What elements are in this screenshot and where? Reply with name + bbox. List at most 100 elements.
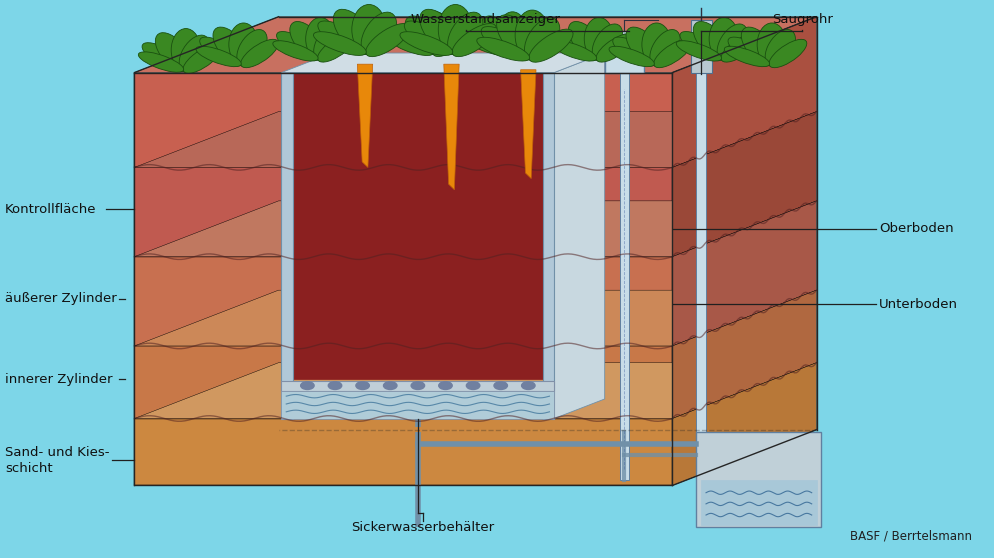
Text: Sand- und Kies-
schicht: Sand- und Kies- schicht	[5, 446, 109, 475]
Polygon shape	[701, 480, 816, 525]
Ellipse shape	[742, 27, 776, 66]
Polygon shape	[134, 167, 672, 257]
Ellipse shape	[525, 18, 560, 61]
Ellipse shape	[213, 27, 248, 66]
Ellipse shape	[584, 17, 613, 60]
Ellipse shape	[318, 21, 369, 55]
Polygon shape	[281, 53, 604, 73]
Polygon shape	[555, 53, 604, 418]
Polygon shape	[543, 73, 555, 418]
Polygon shape	[357, 64, 373, 167]
Text: innerer Zylinder: innerer Zylinder	[5, 373, 112, 386]
Polygon shape	[672, 290, 816, 418]
Ellipse shape	[612, 37, 656, 66]
Polygon shape	[605, 31, 643, 73]
Circle shape	[412, 382, 424, 389]
Ellipse shape	[388, 35, 433, 55]
Ellipse shape	[552, 41, 596, 61]
Polygon shape	[134, 201, 816, 257]
Text: BASF / Berrtelsmann: BASF / Berrtelsmann	[850, 529, 972, 542]
Polygon shape	[293, 73, 543, 379]
Text: Kontrollfläche: Kontrollfläche	[5, 203, 96, 216]
Ellipse shape	[609, 46, 654, 66]
Ellipse shape	[481, 27, 532, 60]
Ellipse shape	[142, 42, 186, 71]
Polygon shape	[281, 381, 555, 391]
Polygon shape	[619, 73, 629, 480]
Ellipse shape	[229, 23, 258, 66]
Ellipse shape	[477, 37, 530, 61]
Ellipse shape	[276, 31, 320, 60]
Polygon shape	[134, 418, 672, 485]
Ellipse shape	[465, 35, 510, 55]
Ellipse shape	[429, 18, 459, 55]
Ellipse shape	[596, 33, 634, 62]
Ellipse shape	[419, 9, 461, 54]
Ellipse shape	[654, 39, 692, 68]
Ellipse shape	[237, 30, 267, 66]
Ellipse shape	[676, 41, 722, 61]
Polygon shape	[672, 112, 816, 257]
Ellipse shape	[179, 35, 210, 72]
Ellipse shape	[569, 22, 603, 60]
Circle shape	[384, 382, 397, 389]
Polygon shape	[134, 363, 816, 418]
Ellipse shape	[642, 23, 671, 66]
Ellipse shape	[592, 24, 622, 61]
Text: Unterboden: Unterboden	[879, 297, 958, 311]
Circle shape	[522, 382, 535, 389]
Ellipse shape	[769, 39, 807, 68]
Ellipse shape	[333, 9, 375, 54]
Text: Sickerwasserbehälter: Sickerwasserbehälter	[351, 521, 494, 534]
Ellipse shape	[482, 16, 517, 55]
Polygon shape	[691, 20, 712, 73]
Ellipse shape	[728, 37, 771, 66]
Ellipse shape	[555, 31, 598, 60]
Polygon shape	[672, 363, 816, 485]
Ellipse shape	[171, 28, 201, 71]
Ellipse shape	[200, 37, 244, 66]
Ellipse shape	[314, 24, 344, 61]
Ellipse shape	[241, 39, 278, 68]
Text: Oberboden: Oberboden	[879, 222, 953, 235]
Polygon shape	[134, 17, 816, 73]
Ellipse shape	[506, 18, 536, 55]
Ellipse shape	[290, 22, 325, 60]
Ellipse shape	[497, 15, 538, 60]
Circle shape	[494, 382, 507, 389]
Ellipse shape	[626, 27, 661, 66]
Text: Wasserstandsanzeiger: Wasserstandsanzeiger	[411, 13, 560, 26]
Ellipse shape	[432, 28, 470, 56]
Polygon shape	[697, 73, 706, 502]
Polygon shape	[281, 391, 555, 418]
Ellipse shape	[717, 24, 747, 61]
Ellipse shape	[709, 17, 739, 60]
Ellipse shape	[406, 16, 440, 55]
Polygon shape	[134, 73, 672, 167]
Ellipse shape	[515, 10, 550, 60]
Text: äußerer Zylinder: äußerer Zylinder	[5, 292, 116, 305]
Ellipse shape	[529, 29, 574, 62]
Polygon shape	[134, 257, 672, 346]
Ellipse shape	[306, 17, 335, 60]
Ellipse shape	[183, 45, 221, 73]
Ellipse shape	[498, 12, 527, 55]
Polygon shape	[443, 64, 459, 190]
Polygon shape	[521, 70, 536, 179]
Ellipse shape	[392, 26, 435, 55]
Polygon shape	[281, 73, 293, 418]
Ellipse shape	[361, 12, 397, 55]
Ellipse shape	[317, 33, 355, 62]
Ellipse shape	[765, 30, 795, 66]
Ellipse shape	[405, 21, 455, 55]
Polygon shape	[697, 432, 821, 527]
Circle shape	[466, 382, 480, 389]
Ellipse shape	[366, 23, 410, 56]
Ellipse shape	[452, 23, 496, 56]
Ellipse shape	[138, 52, 184, 72]
Circle shape	[300, 382, 314, 389]
Ellipse shape	[313, 32, 367, 55]
Ellipse shape	[510, 28, 548, 56]
Ellipse shape	[650, 30, 680, 66]
Ellipse shape	[725, 46, 769, 66]
